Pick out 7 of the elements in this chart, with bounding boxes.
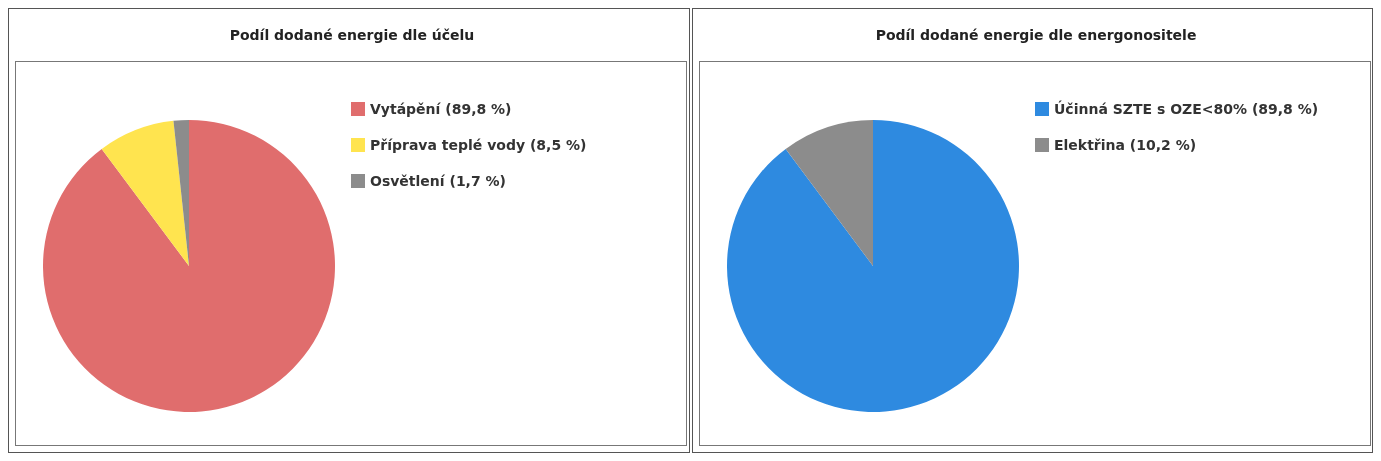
legend-label: Vytápění (89,8 %) [370, 101, 512, 117]
legend-label: Účinná SZTE s OZE<80% (89,8 %) [1053, 100, 1318, 117]
legend-label: Příprava teplé vody (8,5 %) [370, 137, 587, 153]
legend-label: Elektřina (10,2 %) [1053, 137, 1196, 153]
legend-label: Osvětlení (1,7 %) [370, 173, 506, 189]
chart-title: Podíl dodané energie dle účelu [229, 27, 475, 43]
chart-title: Podíl dodané energie dle energonositele [875, 27, 1196, 43]
